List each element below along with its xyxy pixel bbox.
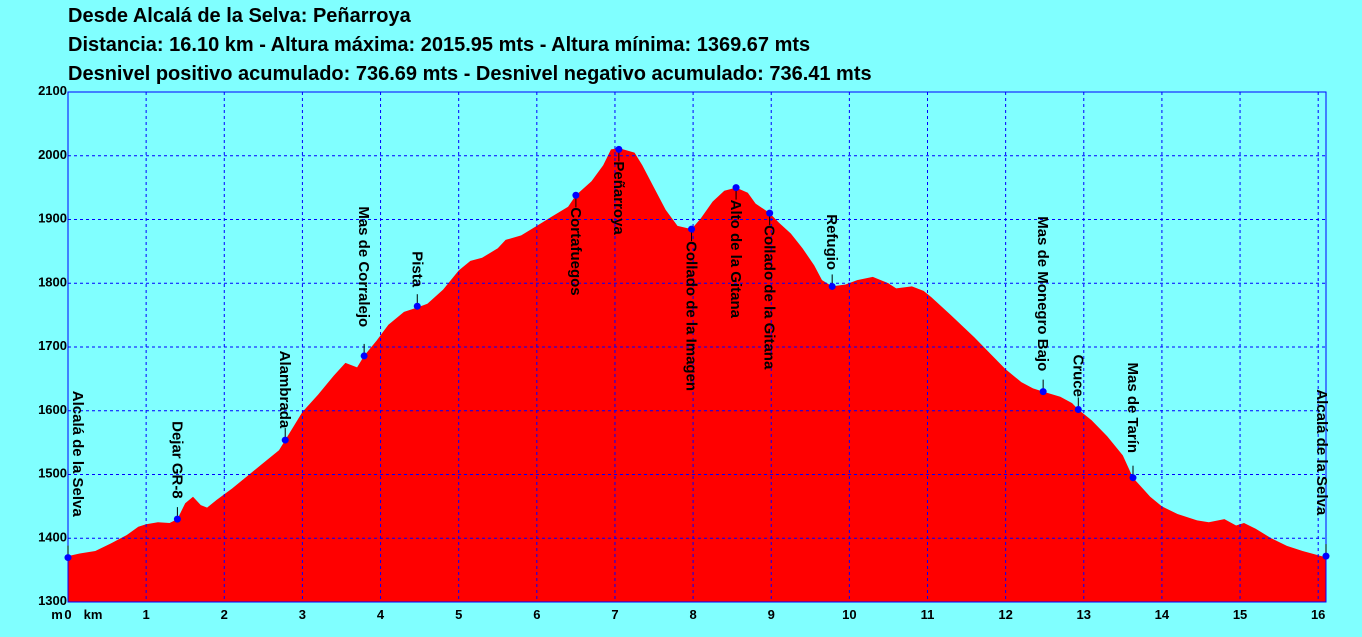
waypoint-marker <box>281 436 289 444</box>
waypoint-marker <box>572 191 580 199</box>
waypoint-marker <box>64 554 72 562</box>
y-unit-label: m <box>51 607 63 622</box>
waypoint-label: Alto de la Gitana <box>727 200 744 319</box>
y-tick-label: 1900 <box>38 211 67 226</box>
waypoint-marker <box>360 352 368 360</box>
waypoint-label: Alcalá de la Selva <box>1313 389 1330 516</box>
x-tick-label: 1 <box>143 607 150 622</box>
waypoint-marker <box>1129 474 1137 482</box>
chart-subtitle-elevation: Desnivel positivo acumulado: 736.69 mts … <box>68 63 872 85</box>
x-tick-label: 12 <box>998 607 1012 622</box>
x-tick-label: 11 <box>921 607 935 622</box>
x-tick-label: 8 <box>689 607 696 622</box>
x-tick-label: 14 <box>1155 607 1170 622</box>
waypoint-marker <box>615 145 623 153</box>
x-tick-label: 7 <box>611 607 618 622</box>
waypoint-label: Alambrada <box>276 351 293 429</box>
x-tick-label: 2 <box>221 607 228 622</box>
y-tick-label: 1300 <box>38 593 67 608</box>
chart-title-block: Desde Alcalá de la Selva: Peñarroya Dist… <box>68 2 872 89</box>
profile-area-layer <box>68 148 1326 602</box>
y-tick-label: 1700 <box>38 338 67 353</box>
chart-title: Desde Alcalá de la Selva: Peñarroya <box>68 5 411 27</box>
grid-layer <box>68 92 1326 602</box>
waypoint-marker <box>173 515 181 523</box>
plot-frame <box>67 91 1327 603</box>
x-tick-label: 5 <box>455 607 462 622</box>
waypoint-marker <box>1322 552 1330 560</box>
waypoint-label: Collado de la Imagen <box>683 241 700 391</box>
chart-subtitle-distance: Distancia: 16.10 km - Altura máxima: 201… <box>68 34 811 56</box>
x-tick-label: 16 <box>1311 607 1325 622</box>
waypoint-label: Cruce <box>1069 354 1086 397</box>
waypoint-marker <box>732 184 740 192</box>
x-tick-label: 9 <box>768 607 775 622</box>
waypoint-marker <box>1039 388 1047 396</box>
x-tick-label: 3 <box>299 607 306 622</box>
waypoint-label: Dejar GR-8 <box>168 421 185 499</box>
waypoint-label: Alcalá de la Selva <box>69 391 86 518</box>
x-tick-label: 13 <box>1077 607 1091 622</box>
elevation-profile-area <box>68 148 1326 602</box>
x-tick-label: 15 <box>1233 607 1247 622</box>
waypoint-label: Mas de Tarín <box>1124 362 1141 453</box>
x-unit-label: km <box>84 607 103 622</box>
waypoint-label: Mas de Corralejo <box>355 206 372 327</box>
x-tick-label: 6 <box>533 607 540 622</box>
x-tick-label: 4 <box>377 607 385 622</box>
y-tick-label: 1600 <box>38 402 67 417</box>
waypoint-marker <box>766 209 774 217</box>
waypoint-label: Refugio <box>823 214 840 270</box>
x-tick-label: 0 <box>64 607 71 622</box>
waypoint-marker <box>1074 405 1082 413</box>
waypoint-marker <box>828 282 836 290</box>
waypoint-marker <box>413 302 421 310</box>
waypoint-label: Mas de Monegro Bajo <box>1034 216 1051 371</box>
waypoint-label: Cortafuegos <box>567 207 584 295</box>
waypoints-layer: Alcalá de la Selva Dejar GR-8 Alambrada Mas… <box>64 145 1330 562</box>
y-tick-label: 1400 <box>38 529 67 544</box>
x-tick-label: 10 <box>842 607 856 622</box>
waypoint-label: Peñarroya <box>610 161 627 235</box>
waypoint-label: Pista <box>408 251 425 288</box>
waypoint-marker <box>688 225 696 233</box>
waypoint-label: Collado de la Gitana <box>761 225 778 370</box>
y-tick-label: 1800 <box>38 274 67 289</box>
y-tick-label: 2000 <box>38 147 67 162</box>
y-tick-label: 1500 <box>38 466 67 481</box>
y-tick-label: 2100 <box>38 83 67 98</box>
